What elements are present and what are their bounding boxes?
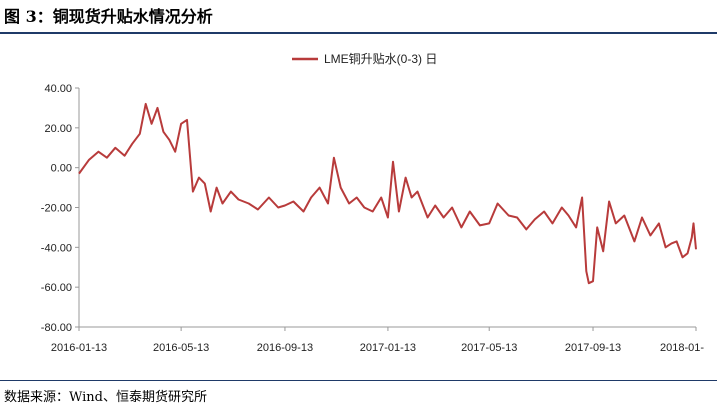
line-chart: LME铜升贴水(0-3) 日 40.00 20.00 0.00 -20.00 -40.0… [41, 51, 705, 354]
legend-label: LME铜升贴水(0-3) 日 [324, 51, 437, 66]
y-tick-label: -40.00 [41, 242, 72, 254]
chart-container: LME铜升贴水(0-3) 日 40.00 20.00 0.00 -20.00 -40.0… [0, 35, 717, 377]
series-line-0 [78, 102, 697, 285]
y-tick-label: 20.00 [44, 123, 72, 135]
x-axis-ticks: 2016-01-13 2016-05-13 2016-09-13 2017-01-13… [51, 327, 704, 354]
y-tick-label: 0.00 [51, 163, 72, 175]
figure-title: 图 3：铜现货升贴水情况分析 [4, 7, 213, 26]
x-tick-label: 2016-09-13 [257, 342, 313, 354]
x-tick-label: 2016-01-13 [51, 342, 107, 354]
y-tick-label: -60.00 [41, 282, 72, 294]
x-tick-label: 2017-01-13 [360, 342, 416, 354]
source-note: 数据来源：Wind、恒泰期货研究所 [4, 390, 207, 405]
x-tick-label: 2017-05-13 [461, 342, 517, 354]
axes [78, 88, 696, 328]
bottom-rule [0, 380, 717, 381]
y-axis-ticks: 40.00 20.00 0.00 -20.00 -40.00 -60.00 -80.00 [41, 83, 79, 334]
y-tick-label: -20.00 [41, 203, 72, 215]
y-tick-label: -80.00 [41, 322, 72, 334]
top-rule [0, 32, 717, 34]
y-tick-label: 40.00 [44, 83, 72, 95]
x-tick-label: 2018-01- [660, 342, 704, 354]
x-tick-label: 2016-05-13 [153, 342, 209, 354]
series-group [78, 102, 697, 285]
legend: LME铜升贴水(0-3) 日 [292, 51, 437, 66]
x-tick-label: 2017-09-13 [565, 342, 621, 354]
